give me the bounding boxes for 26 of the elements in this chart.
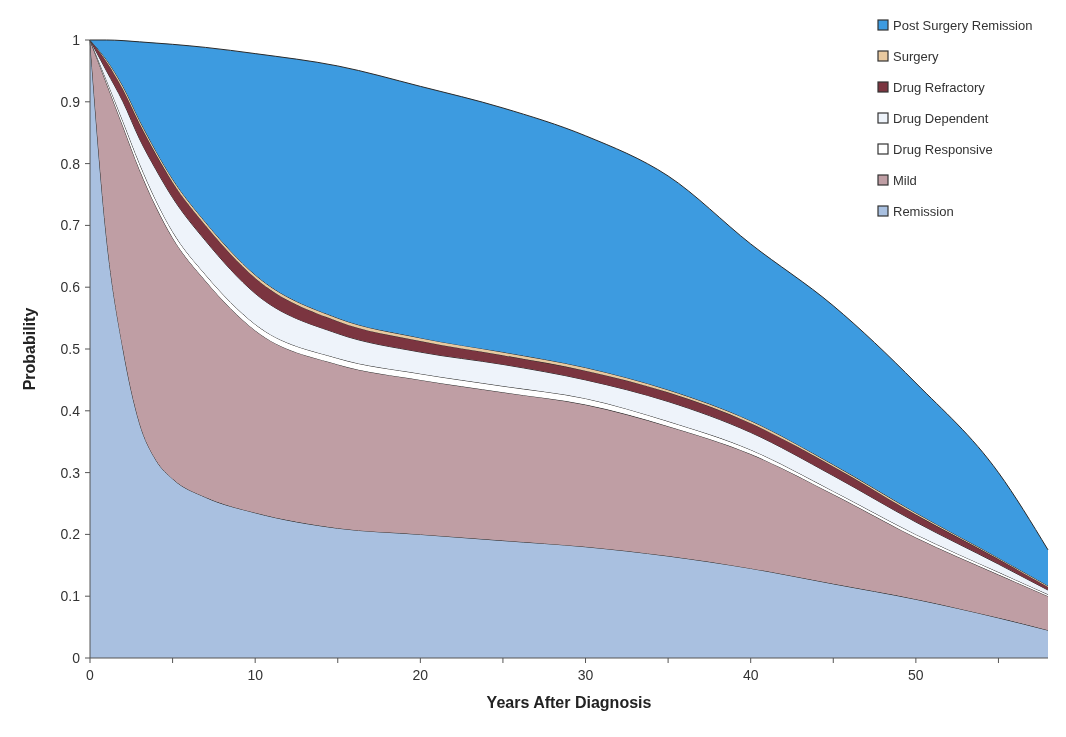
- x-axis-title: Years After Diagnosis: [486, 694, 652, 711]
- y-tick-label: 0.6: [60, 279, 81, 296]
- y-tick-label: 0.9: [60, 93, 81, 110]
- legend-label: Mild: [893, 173, 917, 188]
- legend-label: Drug Refractory: [893, 80, 986, 95]
- y-tick-label: 0: [72, 650, 81, 666]
- y-tick-label: 0.3: [60, 464, 81, 481]
- x-tick-label: 30: [577, 667, 594, 683]
- legend-label: Surgery: [893, 49, 940, 64]
- x-tick-label: 40: [742, 667, 759, 683]
- y-tick-label: 0.8: [60, 155, 81, 172]
- y-tick-label: 0.7: [60, 217, 81, 234]
- y-tick-label: 0.5: [60, 341, 81, 357]
- y-tick-label: 0.1: [60, 588, 81, 605]
- x-tick-label: 0: [86, 667, 95, 683]
- y-tick-label: 1: [72, 32, 81, 48]
- y-tick-label: 0.4: [60, 402, 81, 419]
- x-tick-label: 50: [908, 667, 924, 683]
- legend-label: Drug Dependent: [893, 111, 989, 126]
- y-tick-label: 0.2: [60, 526, 81, 543]
- legend-label: Post Surgery Remission: [893, 18, 1033, 33]
- x-tick-label: 10: [247, 667, 264, 683]
- x-tick-label: 20: [412, 667, 429, 683]
- legend-label: Remission: [893, 204, 954, 219]
- legend-label: Drug Responsive: [893, 142, 993, 157]
- y-axis-title: Probability: [21, 307, 38, 391]
